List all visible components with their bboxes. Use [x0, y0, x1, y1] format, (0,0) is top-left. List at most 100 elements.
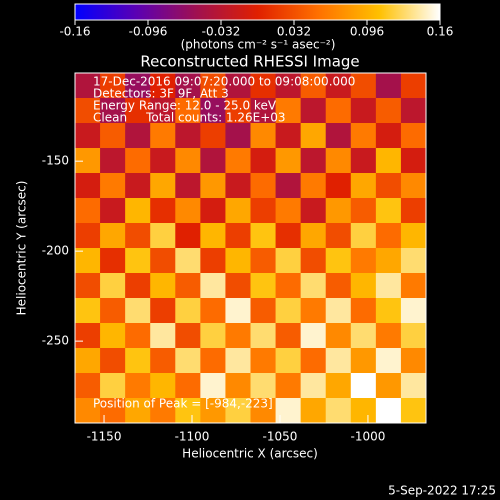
image — [75, 73, 427, 424]
colorbar-tick-label: -0.096 — [129, 25, 168, 39]
pixel — [375, 73, 402, 99]
pixel — [75, 173, 101, 199]
y-tick-label: -200 — [42, 244, 69, 258]
pixel — [200, 148, 226, 174]
pixel — [300, 223, 327, 249]
pixel — [225, 298, 251, 324]
pixel — [350, 98, 377, 124]
colorbar-tick-label: 0.032 — [277, 25, 311, 39]
pixel — [100, 348, 126, 374]
pixel — [125, 123, 151, 149]
pixel — [250, 373, 277, 399]
pixel — [150, 323, 176, 349]
pixel — [150, 148, 176, 174]
pixel — [175, 373, 201, 399]
pixel — [275, 248, 302, 274]
pixel — [400, 248, 427, 274]
footer: 5-Sep-2022 17:25 — [388, 484, 496, 498]
pixel — [250, 398, 277, 424]
pixel — [375, 173, 402, 199]
pixel — [250, 223, 277, 249]
pixel — [250, 98, 277, 124]
pixel — [125, 98, 151, 124]
pixel — [175, 248, 201, 274]
pixel — [175, 73, 201, 99]
pixel — [175, 148, 201, 174]
pixel — [350, 198, 377, 224]
pixel — [125, 173, 151, 199]
pixel — [250, 73, 277, 99]
pixel — [250, 123, 277, 149]
pixel — [150, 198, 176, 224]
pixel — [125, 398, 151, 424]
pixel — [350, 298, 377, 324]
pixel — [150, 98, 176, 124]
pixel — [175, 298, 201, 324]
pixel — [350, 323, 377, 349]
pixel — [400, 198, 427, 224]
pixel — [225, 73, 251, 99]
pixel — [350, 348, 377, 374]
x-tick-label: -1050 — [263, 430, 298, 444]
pixel — [175, 98, 201, 124]
pixel — [125, 248, 151, 274]
annotation: 17-Dec-2016 09:07:20.000 to 09:08:00.000 — [93, 75, 355, 89]
pixel — [375, 273, 402, 299]
pixel — [300, 98, 327, 124]
pixel — [375, 373, 402, 399]
pixel — [400, 348, 427, 374]
pixel — [250, 348, 277, 374]
pixel — [200, 398, 226, 424]
pixel — [350, 398, 377, 424]
pixel — [350, 223, 377, 249]
pixel — [325, 398, 352, 424]
pixel — [250, 323, 277, 349]
pixel — [175, 348, 201, 374]
pixel — [75, 98, 101, 124]
colorbar-tick-label: -0.16 — [59, 25, 90, 39]
pixel — [150, 123, 176, 149]
pixel — [275, 73, 302, 99]
pixel — [200, 223, 226, 249]
pixel — [150, 223, 176, 249]
annotation: Energy Range: 12.0 - 25.0 keV — [93, 99, 277, 113]
pixel — [75, 73, 101, 99]
pixel — [75, 223, 101, 249]
pixel — [400, 398, 427, 424]
pixel — [100, 148, 126, 174]
pixel — [325, 148, 352, 174]
pixel — [400, 273, 427, 299]
pixel — [375, 98, 402, 124]
pixel — [275, 398, 302, 424]
pixel — [100, 223, 126, 249]
pixel — [225, 98, 251, 124]
pixel — [400, 98, 427, 124]
pixel — [300, 348, 327, 374]
pixel — [275, 348, 302, 374]
pixel — [325, 223, 352, 249]
pixel — [125, 348, 151, 374]
pixel — [400, 73, 427, 99]
pixel — [100, 173, 126, 199]
pixel — [175, 123, 201, 149]
pixel — [350, 248, 377, 274]
pixel — [200, 73, 226, 99]
pixel — [75, 373, 101, 399]
pixel — [225, 123, 251, 149]
pixel — [375, 398, 402, 424]
colorbar-tick-label: -0.032 — [202, 25, 241, 39]
y-axis-label: Heliocentric Y (arcsec) — [15, 181, 29, 316]
pixel — [275, 173, 302, 199]
pixel — [225, 373, 251, 399]
pixel — [125, 273, 151, 299]
x-tick-label: -1000 — [351, 430, 386, 444]
pixel — [100, 248, 126, 274]
pixel — [325, 98, 352, 124]
pixel — [375, 348, 402, 374]
annotation: Detectors: 3F 9F, Att 3 — [93, 87, 229, 101]
pixel — [125, 323, 151, 349]
pixel — [100, 198, 126, 224]
pixel — [100, 123, 126, 149]
pixel — [225, 223, 251, 249]
pixel — [275, 223, 302, 249]
